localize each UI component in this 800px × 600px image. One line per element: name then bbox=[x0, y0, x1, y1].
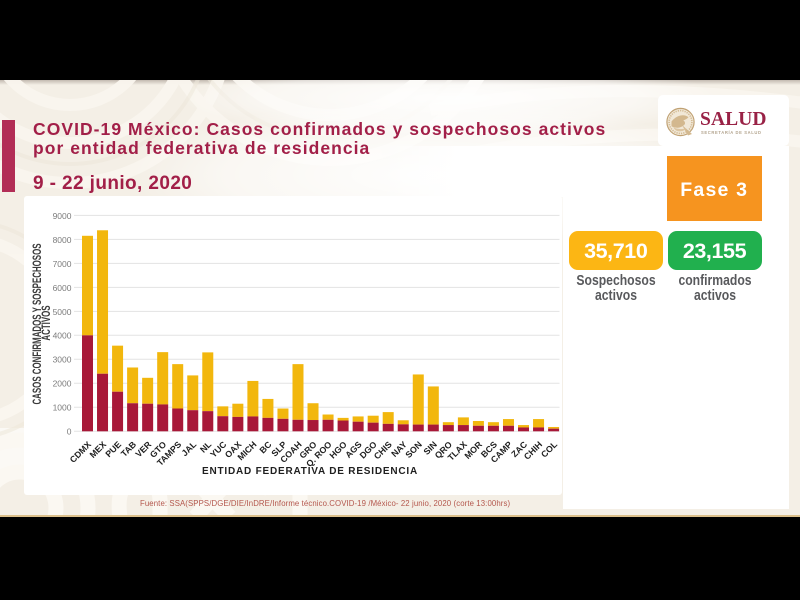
svg-text:0: 0 bbox=[67, 427, 72, 437]
svg-text:CASOS CONFIRMADOS Y SOSPECHOSO: CASOS CONFIRMADOS Y SOSPECHOSOS bbox=[32, 243, 45, 404]
svg-text:COL: COL bbox=[539, 439, 560, 460]
svg-text:4000: 4000 bbox=[53, 331, 72, 341]
svg-text:2000: 2000 bbox=[53, 379, 72, 389]
svg-text:ENTIDAD FEDERATIVA DE RESIDENC: ENTIDAD FEDERATIVA DE RESIDENCIA bbox=[202, 466, 418, 477]
svg-text:6000: 6000 bbox=[53, 283, 72, 293]
svg-text:8000: 8000 bbox=[53, 235, 72, 245]
svg-text:9000: 9000 bbox=[53, 211, 72, 221]
svg-text:ACTIVOS: ACTIVOS bbox=[41, 305, 54, 340]
svg-text:JAL: JAL bbox=[180, 439, 199, 458]
svg-text:5000: 5000 bbox=[53, 307, 72, 317]
svg-text:3000: 3000 bbox=[53, 355, 72, 365]
svg-text:7000: 7000 bbox=[53, 259, 72, 269]
svg-text:1000: 1000 bbox=[53, 403, 72, 413]
